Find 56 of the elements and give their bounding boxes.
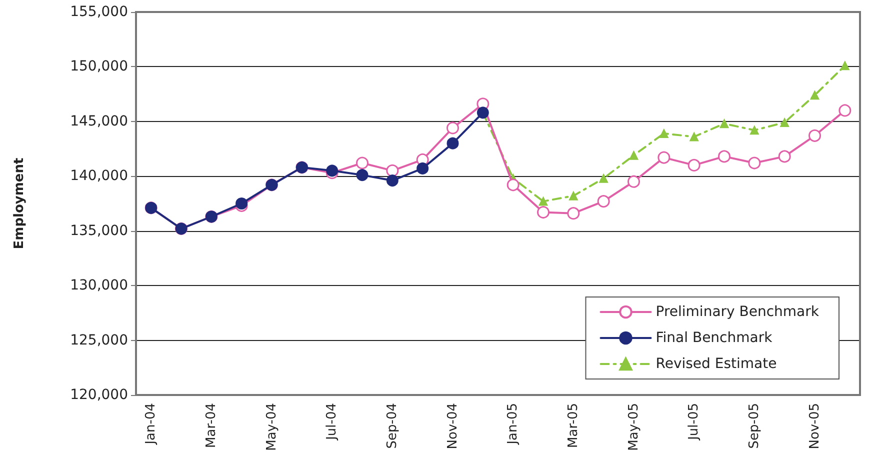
point (567, 207, 580, 220)
y-tick-label: 125,000 (70, 332, 128, 348)
x-tick-label: May-05 (626, 403, 642, 451)
x-tick-label: Mar-05 (566, 403, 581, 448)
y-tick-label: 120,000 (70, 387, 128, 403)
y-tick-label: 145,000 (70, 113, 128, 130)
y-tick-label: 140,000 (70, 168, 128, 184)
y-axis-title: Employment (12, 158, 27, 250)
point (506, 178, 520, 192)
point (326, 164, 338, 177)
point (568, 191, 578, 200)
point (810, 90, 820, 100)
point (356, 169, 368, 182)
point (808, 129, 821, 142)
point (780, 118, 790, 128)
x-tick-label: May-04 (264, 403, 280, 451)
point (718, 150, 730, 163)
point (778, 150, 791, 163)
point (628, 175, 640, 188)
point (748, 156, 761, 170)
legend-label: Revised Estimate (656, 356, 777, 372)
point (688, 158, 700, 172)
point (690, 132, 699, 142)
y-tick-label: 155,000 (70, 4, 128, 20)
x-tick-label: Jul-05 (686, 403, 702, 441)
point (838, 104, 852, 117)
point (599, 174, 608, 183)
point (236, 198, 248, 210)
y-tick-label: 135,000 (70, 222, 128, 239)
y-tick-label: 130,000 (70, 278, 128, 294)
point (386, 174, 398, 187)
point (659, 128, 668, 138)
x-tick-label: Jul-04 (324, 403, 340, 441)
point (416, 162, 429, 174)
point (356, 156, 368, 170)
point (840, 61, 850, 70)
x-tick-label: Mar-04 (204, 403, 219, 448)
point (538, 196, 548, 206)
point (629, 150, 638, 160)
point (750, 126, 759, 135)
x-tick-label: Nov-05 (807, 403, 822, 450)
legend-label: Preliminary Benchmark (656, 304, 820, 320)
legend-label: Final Benchmark (656, 330, 774, 346)
x-tick-label: Jan-04 (144, 403, 159, 446)
point (446, 122, 459, 134)
x-tick-label: Sep-04 (384, 403, 400, 449)
y-tick-label: 150,000 (70, 58, 128, 75)
point (597, 195, 610, 208)
point (720, 119, 729, 128)
point (386, 164, 399, 177)
point (446, 137, 459, 150)
x-tick-label: Jan-05 (506, 403, 521, 446)
point (537, 206, 550, 218)
point (658, 151, 670, 164)
x-tick-label: Nov-04 (445, 403, 460, 450)
x-tick-label: Sep-05 (746, 403, 762, 449)
